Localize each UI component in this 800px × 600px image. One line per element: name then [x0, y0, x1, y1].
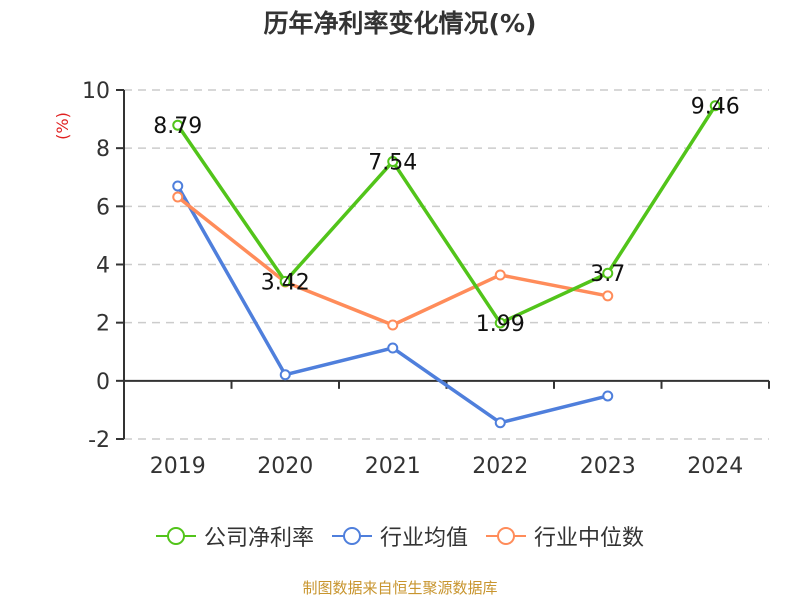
- data-label: 1.99: [476, 312, 525, 337]
- data-point-marker: [602, 390, 614, 402]
- data-point-marker: [172, 119, 184, 131]
- data-label: 7.54: [368, 151, 417, 176]
- data-point-marker: [602, 290, 614, 302]
- x-tick-label: 2024: [687, 454, 743, 479]
- data-point-marker: [387, 319, 399, 331]
- legend-item-industry-median[interactable]: 行业中位数: [486, 520, 644, 552]
- data-label: 8.79: [153, 114, 202, 139]
- legend-label: 行业中位数: [534, 526, 645, 551]
- series-line: [176, 104, 717, 325]
- data-point-marker: [494, 269, 506, 281]
- data-point-marker: [494, 417, 506, 429]
- data-point-marker: [602, 267, 614, 279]
- x-tick-label: 2020: [257, 454, 313, 479]
- source-footer: 制图数据来自恒生聚源数据库: [302, 579, 498, 597]
- x-tick-label: 2022: [472, 454, 528, 479]
- data-label: 3.42: [261, 270, 310, 295]
- legend-item-company[interactable]: 公司净利率: [155, 520, 314, 552]
- y-tick-label: 6: [96, 195, 110, 220]
- data-label: 9.46: [691, 95, 740, 120]
- data-point-marker: [172, 180, 184, 192]
- y-tick-label: 8: [96, 137, 110, 162]
- y-tick-label: 2: [96, 312, 110, 337]
- chart-title: 历年净利率变化情况(%): [263, 9, 537, 38]
- legend-line-circle-icon: [331, 527, 372, 545]
- y-tick-label: 0: [96, 370, 110, 395]
- data-point-marker: [494, 317, 506, 329]
- x-tick-label: 2021: [365, 454, 421, 479]
- legend-label: 行业均值: [379, 526, 468, 551]
- legend-label: 公司净利率: [203, 526, 314, 551]
- legend-line-circle-icon: [486, 527, 526, 545]
- data-point-marker: [387, 156, 399, 168]
- data-point-marker: [279, 369, 291, 381]
- data-label: 3.7: [590, 262, 625, 287]
- y-tick-label: 10: [82, 79, 110, 104]
- y-tick-label: -2: [88, 428, 110, 453]
- y-tick-label: 4: [96, 254, 110, 279]
- x-tick-label: 2019: [150, 454, 206, 479]
- y-unit-label: (%): [53, 112, 72, 140]
- data-point-marker: [709, 100, 721, 112]
- legend-line-circle-icon: [155, 527, 196, 545]
- data-point-marker: [172, 191, 184, 203]
- x-tick-label: 2023: [580, 454, 636, 479]
- data-point-marker: [387, 342, 399, 354]
- legend-item-industry-avg[interactable]: 行业均值: [331, 520, 468, 552]
- legend: 公司净利率 行业均值 行业中位数: [0, 520, 800, 552]
- data-point-marker: [279, 275, 291, 287]
